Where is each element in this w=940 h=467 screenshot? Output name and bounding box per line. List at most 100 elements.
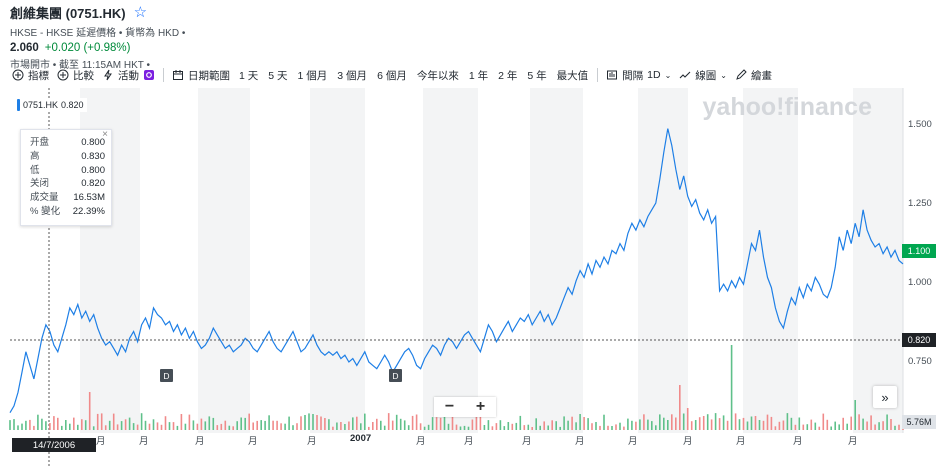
ohlc-key: 开盘 — [30, 137, 50, 148]
volume-bar — [587, 418, 589, 430]
watchlist-star-icon[interactable]: ☆ — [133, 4, 148, 21]
volume-bar — [224, 420, 227, 430]
dividend-marker[interactable]: D — [389, 369, 402, 382]
close-icon[interactable]: × — [102, 129, 108, 140]
plus-circle-icon — [57, 69, 69, 81]
dividend-marker[interactable]: D — [160, 369, 173, 382]
volume-bar — [352, 417, 354, 430]
range-1m[interactable]: 1 個月 — [297, 69, 328, 82]
ohlc-key: 关闭 — [30, 178, 50, 190]
volume-bar — [264, 420, 266, 430]
volume-bar — [360, 423, 362, 430]
volume-bar — [870, 415, 872, 430]
volume-bar — [439, 417, 442, 430]
volume-bar — [579, 414, 581, 430]
volume-bar — [479, 415, 482, 430]
scroll-to-latest-button[interactable]: » — [873, 386, 897, 408]
x-tick-label: 月 — [628, 436, 638, 447]
volume-bar — [714, 413, 717, 430]
y-tick-label: 1.500 — [908, 119, 932, 130]
volume-bar — [882, 421, 884, 430]
volume-bar — [639, 419, 641, 430]
exchange-info: HKSE - HKSE 延遲價格 • 貨幣為 HKD • — [10, 28, 186, 39]
volume-bar — [690, 421, 693, 430]
volume-bar — [272, 420, 274, 430]
zoom-in-button[interactable]: + — [475, 398, 486, 415]
ohlc-row: % 變化 22.39% — [30, 205, 105, 219]
ohlc-panel: × 开盘 0.800 高 0.830 低 0.800 关闭 0.820 成交量 16.53… — [20, 129, 112, 226]
compare-button[interactable]: 比較 — [53, 66, 98, 84]
range-2y[interactable]: 2 年 — [498, 69, 518, 82]
volume-bar — [559, 426, 561, 430]
month-band — [743, 88, 798, 433]
volume-bar — [252, 422, 254, 430]
volume-bar — [794, 424, 797, 430]
volume-bar — [595, 422, 597, 430]
volume-bar — [308, 413, 310, 430]
volume-bar — [754, 416, 757, 430]
draw-button[interactable]: 繪畫 — [731, 66, 776, 84]
volume-bar — [782, 420, 785, 430]
volume-bar — [296, 423, 298, 430]
price-change: +0.020 (+0.98%) — [44, 42, 131, 54]
volume-bar — [874, 424, 876, 430]
range-1y[interactable]: 1 年 — [468, 69, 489, 82]
x-tick-label: 月 — [96, 436, 106, 447]
y-tick-label: 1.250 — [908, 198, 932, 209]
range-5y[interactable]: 5 年 — [527, 69, 547, 82]
volume-bar — [284, 423, 286, 430]
range-6m[interactable]: 6 個月 — [377, 69, 407, 82]
volume-bar — [419, 423, 422, 430]
x-tick-label: 月 — [793, 436, 803, 447]
interval-button[interactable]: 間隔 1D ⌄ — [602, 66, 675, 84]
volume-bar — [128, 417, 131, 430]
toolbar-divider — [163, 68, 164, 82]
volume-bar — [395, 414, 398, 430]
volume-bar — [798, 417, 801, 430]
range-ytd[interactable]: 今年以來 — [416, 69, 459, 82]
volume-bar — [826, 419, 829, 430]
volume-bar — [802, 424, 805, 430]
candles-icon — [607, 70, 618, 80]
volume-bar — [380, 420, 382, 430]
volume-bar — [758, 420, 761, 430]
volume-bar — [132, 423, 135, 430]
volume-bar — [898, 424, 900, 430]
volume-bar — [750, 416, 753, 430]
volume-bar — [136, 424, 139, 430]
ohlc-key: 成交量 — [30, 192, 59, 204]
volume-bar — [850, 416, 852, 430]
volume-bar — [686, 408, 689, 430]
range-3m[interactable]: 3 個月 — [337, 69, 368, 82]
range-1d[interactable]: 1 天 — [239, 69, 259, 82]
volume-bar — [499, 420, 502, 430]
events-button[interactable]: 活動 — [98, 66, 159, 84]
chart-type-label: 線圖 — [695, 69, 717, 82]
volume-bar — [722, 415, 725, 430]
date-range-button[interactable]: 日期範圍 — [168, 66, 234, 84]
volume-bar — [459, 426, 462, 430]
range-5d[interactable]: 5 天 — [268, 69, 288, 82]
volume-bar — [539, 425, 541, 430]
y-tick-label: 0.750 — [908, 356, 932, 367]
zoom-out-button[interactable]: − — [444, 398, 455, 415]
volume-bar — [702, 416, 705, 430]
page-title: 創維集團 (0751.HK) — [10, 6, 126, 21]
price-chart[interactable]: yahoo!finance — [0, 88, 940, 467]
volume-bar — [431, 417, 434, 430]
x-tick-label: 月 — [307, 436, 317, 447]
indicators-button[interactable]: 指標 — [8, 66, 53, 84]
volume-bar — [838, 424, 840, 430]
quote-header: 創維集團 (0751.HK) ☆ HKSE - HKSE 延遲價格 • 貨幣為 … — [10, 3, 185, 71]
volume-bar — [567, 420, 569, 430]
plus-circle-icon — [12, 69, 24, 81]
range-max[interactable]: 最大值 — [556, 69, 589, 82]
volume-bar — [61, 425, 63, 430]
volume-bar — [387, 413, 390, 430]
volume-bar — [240, 417, 242, 430]
volume-bar — [447, 423, 450, 430]
volume-bar — [551, 420, 553, 430]
chart-type-button[interactable]: 線圖 ⌄ — [675, 66, 731, 84]
volume-bar — [635, 421, 637, 430]
volume-bar — [312, 414, 314, 430]
